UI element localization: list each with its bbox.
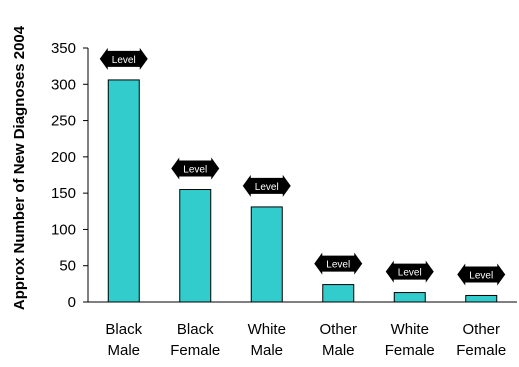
level-badge: Level (99, 47, 148, 70)
x-category-label: Other (462, 321, 500, 338)
y-tick-label: 350 (51, 40, 76, 57)
x-category-label: Black (177, 321, 214, 338)
y-tick-label: 0 (68, 294, 76, 311)
double-arrow-icon (457, 263, 506, 286)
double-arrow-icon (242, 174, 291, 197)
y-tick-label: 250 (51, 113, 76, 130)
axes (83, 47, 517, 303)
y-tick-label: 100 (51, 221, 76, 238)
bar (322, 284, 355, 303)
x-category-label: Male (250, 342, 283, 359)
level-label: Level (326, 260, 350, 271)
y-tick-label: 50 (59, 258, 76, 275)
bars (107, 79, 498, 303)
level-badge: Level (457, 263, 506, 286)
level-label: Level (398, 268, 422, 279)
bar (393, 292, 426, 303)
bar (107, 79, 140, 303)
bar (179, 189, 212, 303)
double-arrow-icon (99, 47, 148, 70)
x-category-label: Other (319, 321, 357, 338)
double-arrow-icon (314, 252, 363, 275)
x-category-label: Female (456, 342, 506, 359)
level-badge: Level (385, 260, 434, 283)
y-tick-label: 300 (51, 76, 76, 93)
x-category-label: Female (385, 342, 435, 359)
level-badge: Level (242, 174, 291, 197)
level-label: Level (255, 182, 279, 193)
x-category-label: Female (170, 342, 220, 359)
x-category-label: Black (105, 321, 142, 338)
level-label: Level (469, 270, 493, 281)
x-category-label: Male (107, 342, 140, 359)
x-category-label: White (391, 321, 429, 338)
y-tick-label: 200 (51, 149, 76, 166)
y-axis-label: Approx Number of New Diagnoses 2004 (11, 25, 28, 310)
y-tick-label: 150 (51, 185, 76, 202)
x-category-label: White (248, 321, 286, 338)
level-label: Level (183, 165, 207, 176)
x-category-label: Male (322, 342, 355, 359)
x-category-labels: Black Male Black Female White Male Other Male Wh… (105, 321, 506, 359)
level-badge: Level (314, 252, 363, 275)
bar (465, 294, 498, 303)
double-arrow-icon (385, 260, 434, 283)
level-annotations: Level Level Level Level Level Level (99, 47, 506, 286)
level-badge: Level (171, 157, 220, 180)
y-tick-labels: 0 50 100 150 200 250 300 350 (51, 40, 76, 311)
bar (250, 206, 283, 303)
double-arrow-icon (171, 157, 220, 180)
level-label: Level (112, 55, 136, 66)
